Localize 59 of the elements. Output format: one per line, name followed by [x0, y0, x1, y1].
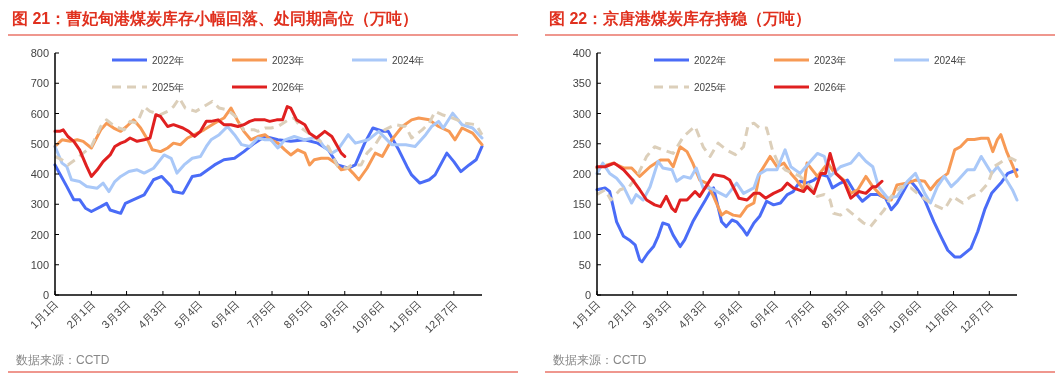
legend-label: 2026年 [272, 82, 305, 93]
x-tick-label: 12月7日 [422, 297, 460, 335]
x-tick-label: 2月1日 [64, 297, 97, 331]
y-tick-label: 50 [578, 258, 591, 271]
source-note: 数据来源：CCTD [553, 353, 647, 367]
legend-label: 2025年 [694, 82, 727, 93]
y-tick-label: 0 [42, 289, 49, 301]
x-tick-label: 9月5日 [854, 297, 888, 331]
legend-label: 2022年 [152, 55, 185, 66]
line-series [595, 148, 1019, 205]
x-tick-label: 2月1日 [605, 297, 639, 331]
x-tick-label: 3月3日 [99, 297, 132, 331]
x-tick-label: 10月6日 [349, 297, 387, 335]
x-tick-label: 4月3日 [675, 297, 709, 331]
legend-label: 2024年 [934, 55, 967, 66]
y-tick-label: 200 [572, 168, 591, 180]
line-series [53, 105, 347, 178]
legend-label: 2023年 [814, 55, 847, 66]
line-series [595, 151, 884, 214]
chart-title: 图 21：曹妃甸港煤炭库存小幅回落、处同期高位（万吨） [12, 9, 419, 28]
line-series [595, 121, 1019, 229]
x-tick-label: 11月6日 [922, 297, 959, 335]
x-tick-label: 5月4日 [711, 297, 745, 331]
y-tick-label: 300 [572, 107, 591, 120]
y-tick-label: 700 [30, 77, 49, 90]
y-tick-label: 500 [30, 137, 49, 150]
y-tick-label: 300 [30, 198, 49, 211]
x-tick-label: 6月4日 [208, 297, 242, 331]
y-tick-label: 0 [584, 289, 591, 301]
x-tick-label: 7月5日 [244, 297, 278, 331]
y-tick-label: 400 [572, 47, 591, 59]
x-tick-label: 9月5日 [317, 297, 351, 331]
line-series [53, 111, 484, 194]
legend-label: 2022年 [694, 55, 727, 66]
y-tick-label: 400 [30, 168, 49, 180]
legend-label: 2024年 [392, 55, 425, 66]
x-tick-label: 8月5日 [281, 297, 314, 331]
source-note: 数据来源：CCTD [16, 353, 110, 367]
x-tick-label: 7月5日 [783, 297, 816, 331]
y-tick-label: 100 [572, 228, 591, 241]
x-tick-label: 10月6日 [886, 297, 924, 335]
x-tick-label: 3月3日 [640, 297, 673, 331]
y-tick-label: 350 [572, 77, 591, 90]
legend-label: 2026年 [814, 82, 847, 93]
x-tick-label: 4月3日 [135, 297, 169, 331]
legend-label: 2023年 [272, 55, 305, 66]
y-tick-label: 250 [572, 137, 591, 150]
x-tick-label: 6月4日 [747, 297, 781, 331]
x-tick-label: 8月5日 [818, 297, 852, 331]
y-tick-label: 200 [30, 228, 49, 241]
y-tick-label: 100 [30, 258, 49, 271]
chart-title: 图 22：京唐港煤炭库存持稳（万吨） [549, 10, 812, 28]
legend-label: 2025年 [152, 82, 185, 93]
y-tick-label: 150 [572, 198, 591, 211]
x-tick-label: 11月6日 [386, 297, 423, 335]
y-tick-label: 800 [30, 47, 49, 59]
x-tick-label: 12月7日 [957, 297, 995, 335]
y-tick-label: 600 [30, 107, 49, 120]
x-tick-label: 5月4日 [172, 297, 205, 331]
